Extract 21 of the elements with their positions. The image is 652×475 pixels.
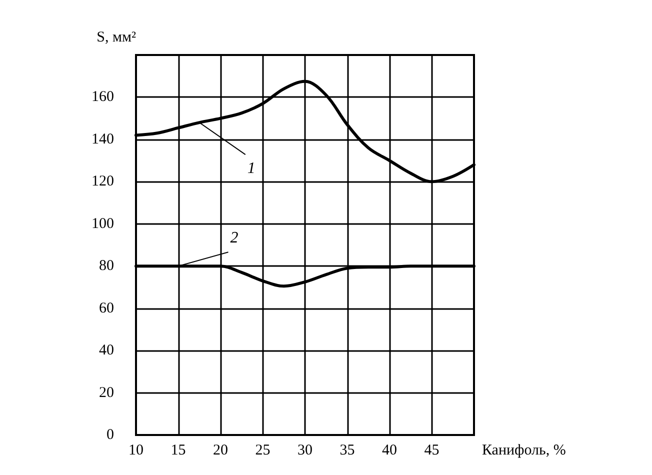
x-tick-label: 10 xyxy=(128,442,144,458)
y-tick-label: 160 xyxy=(92,89,114,106)
x-tick-label: 20 xyxy=(213,442,228,458)
x-tick-label: 45 xyxy=(424,442,440,458)
y-axis-title: S, мм² xyxy=(96,30,136,46)
x-tick-label: 15 xyxy=(170,442,186,458)
y-tick-label: 140 xyxy=(92,131,114,148)
y-tick-label: 0 xyxy=(106,427,114,443)
y-tick-label: 100 xyxy=(92,216,114,232)
x-tick-label: 25 xyxy=(255,442,270,458)
x-tick-label: 30 xyxy=(298,442,312,458)
y-tick-label: 20 xyxy=(99,384,114,401)
x-axis-title: Канифоль, % xyxy=(482,442,566,458)
series-label: 2 xyxy=(230,230,238,247)
y-tick-label: 80 xyxy=(99,258,114,274)
y-tick-label: 40 xyxy=(99,342,114,359)
x-tick-label: 35 xyxy=(340,442,355,458)
y-tick-label: 120 xyxy=(92,174,114,190)
y-tick-label: 60 xyxy=(99,300,114,316)
x-tick-label: 40 xyxy=(382,442,397,458)
text: 1 xyxy=(247,160,256,178)
